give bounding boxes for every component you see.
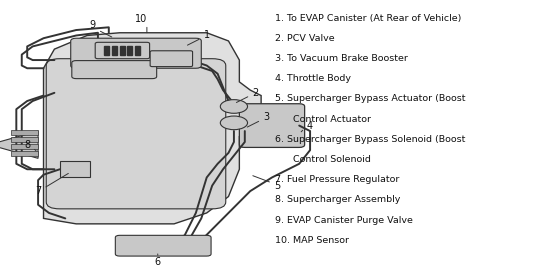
FancyBboxPatch shape	[115, 235, 211, 256]
Text: 4: 4	[307, 121, 313, 130]
Polygon shape	[0, 131, 38, 158]
Text: 7. Fuel Pressure Regulator: 7. Fuel Pressure Regulator	[275, 175, 399, 184]
Text: 5: 5	[274, 181, 281, 191]
FancyBboxPatch shape	[46, 59, 226, 209]
Text: 6: 6	[154, 257, 161, 267]
FancyBboxPatch shape	[239, 104, 305, 147]
Text: 3: 3	[263, 112, 270, 122]
Text: 2. PCV Valve: 2. PCV Valve	[275, 34, 335, 43]
Text: 7: 7	[35, 186, 41, 196]
Polygon shape	[44, 33, 261, 224]
Bar	[60, 161, 90, 177]
Text: 6. Supercharger Bypass Solenoid (Boost: 6. Supercharger Bypass Solenoid (Boost	[275, 135, 465, 144]
Text: 8: 8	[24, 140, 30, 150]
FancyBboxPatch shape	[71, 38, 201, 68]
Text: 1: 1	[203, 31, 210, 40]
FancyBboxPatch shape	[150, 51, 193, 67]
Bar	[135, 46, 140, 55]
Text: Control Actuator: Control Actuator	[275, 115, 370, 124]
Text: 5. Supercharger Bypass Actuator (Boost: 5. Supercharger Bypass Actuator (Boost	[275, 94, 465, 103]
Text: 1. To EVAP Canister (At Rear of Vehicle): 1. To EVAP Canister (At Rear of Vehicle)	[275, 14, 461, 23]
Text: 9: 9	[89, 20, 96, 29]
Bar	[11, 144, 38, 149]
Bar	[11, 137, 38, 142]
Circle shape	[220, 116, 248, 130]
FancyBboxPatch shape	[72, 61, 157, 79]
Bar	[112, 46, 117, 55]
Bar	[120, 46, 125, 55]
Text: 8. Supercharger Assembly: 8. Supercharger Assembly	[275, 195, 400, 204]
Text: 9. EVAP Canister Purge Valve: 9. EVAP Canister Purge Valve	[275, 216, 412, 225]
Circle shape	[220, 100, 248, 113]
FancyBboxPatch shape	[95, 42, 150, 59]
Text: 10: 10	[135, 14, 147, 24]
Bar	[11, 151, 38, 156]
Bar	[11, 130, 38, 135]
Bar	[127, 46, 132, 55]
Bar	[104, 46, 109, 55]
Text: 10. MAP Sensor: 10. MAP Sensor	[275, 236, 349, 245]
Text: 3. To Vacuum Brake Booster: 3. To Vacuum Brake Booster	[275, 54, 407, 63]
Text: 4. Throttle Body: 4. Throttle Body	[275, 74, 351, 83]
Text: Control Solenoid: Control Solenoid	[275, 155, 370, 164]
Text: 2: 2	[252, 88, 259, 98]
